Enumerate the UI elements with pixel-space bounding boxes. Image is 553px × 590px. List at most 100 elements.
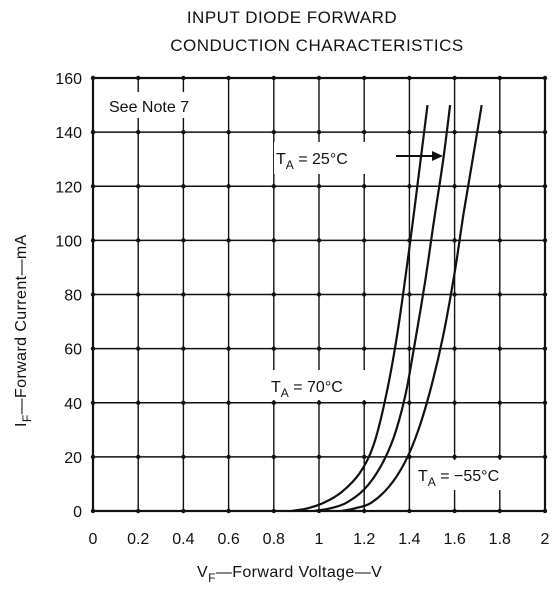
grid-intersection-dot — [497, 184, 502, 189]
grid-intersection-dot — [226, 129, 231, 135]
y-tick-label: 120 — [55, 179, 82, 196]
grid-intersection-dot — [407, 400, 412, 405]
annotation-70c: TA = 70°C — [271, 379, 343, 400]
grid-intersection-dot — [181, 238, 186, 243]
grid-intersection-dot — [497, 238, 502, 243]
grid-intersection-dot — [181, 400, 186, 405]
note-label: See Note 7 — [109, 99, 189, 116]
grid — [90, 75, 548, 514]
annotation-55-bg — [416, 460, 544, 490]
grid-intersection-dot — [226, 346, 231, 351]
grid-intersection-dot — [316, 346, 322, 351]
grid-intersection-dot — [316, 129, 322, 135]
grid-intersection-dot — [136, 238, 141, 243]
grid-intersection-dot — [181, 129, 186, 135]
chart-title-line1: INPUT DIODE FORWARD — [187, 8, 397, 27]
grid-intersection-dot — [181, 184, 186, 189]
y-tick-label: 0 — [73, 504, 82, 521]
grid-intersection-dot — [452, 400, 457, 405]
y-tick-label: 60 — [64, 342, 82, 359]
grid-intersection-dot — [452, 238, 457, 243]
grid-intersection-dot — [316, 400, 322, 405]
chart-title-line2: CONDUCTION CHARACTERISTICS — [170, 36, 464, 55]
curve-ta-70c — [291, 104, 429, 513]
grid-intersection-dot — [271, 454, 276, 460]
grid-intersection-dot — [497, 129, 502, 135]
annotation-25c: TA = 25°C — [276, 151, 348, 172]
x-tick-label: 0 — [89, 531, 98, 548]
grid-intersection-dot — [136, 129, 141, 135]
x-tick-label: 2 — [541, 531, 550, 548]
x-tick-label: 0.4 — [172, 531, 194, 548]
grid-intersection-dot — [497, 346, 502, 351]
grid-intersection-dot — [497, 292, 502, 297]
grid-intersection-dot — [362, 129, 367, 135]
grid-intersection-dot — [316, 184, 322, 189]
grid-intersection-dot — [136, 454, 141, 460]
grid-intersection-dot — [407, 346, 412, 351]
grid-intersection-dot — [136, 400, 141, 405]
note-background — [106, 92, 216, 118]
grid-intersection-dot — [181, 292, 186, 297]
grid-intersection-dot — [362, 184, 367, 189]
grid-intersection-dot — [136, 292, 141, 297]
grid-intersection-dot — [181, 454, 186, 460]
x-tick-label: 1.8 — [489, 531, 511, 548]
grid-intersection-dot — [226, 292, 231, 297]
grid-intersection-dot — [452, 454, 457, 460]
grid-intersection-dot — [271, 400, 276, 405]
annotation-minus55c: TA = −55°C — [418, 468, 499, 489]
grid-intersection-dot — [316, 454, 322, 460]
x-tick-labels: 0 0.2 0.4 0.6 0.8 1 1.2 1.4 1.6 1.8 2 — [89, 531, 550, 548]
grid-intersection-dot — [316, 238, 322, 243]
grid-intersection-dot — [407, 292, 412, 297]
grid-intersection-dot — [452, 184, 457, 189]
series-curves — [291, 104, 483, 513]
grid-intersection-dot — [226, 238, 231, 243]
grid-intersection-dot — [362, 400, 367, 405]
grid-intersection-dot — [226, 454, 231, 460]
x-axis-label: VF—Forward Voltage—V — [197, 564, 382, 585]
y-axis-label: IF—Forward Current—mA — [13, 234, 34, 427]
y-tick-label: 100 — [55, 233, 82, 250]
x-tick-label: 1 — [315, 531, 324, 548]
y-tick-labels: 0 20 40 60 80 100 120 140 160 — [55, 71, 82, 521]
x-tick-label: 1.4 — [398, 531, 420, 548]
grid-intersection-dot — [271, 238, 276, 243]
x-tick-label: 0.2 — [127, 531, 149, 548]
grid-intersection-dot — [497, 400, 502, 405]
annotation-70-bg — [268, 370, 378, 400]
plot-frame — [91, 76, 547, 513]
grid-intersection-dot — [362, 454, 367, 460]
grid-intersection-dot — [362, 292, 367, 297]
x-tick-label: 0.6 — [217, 531, 239, 548]
grid-intersection-dot — [407, 129, 412, 135]
grid-intersection-dot — [271, 346, 276, 351]
x-tick-label: 1.6 — [443, 531, 465, 548]
grid-intersection-dot — [316, 292, 322, 297]
curve-ta-minus55c — [341, 104, 483, 513]
grid-intersection-dot — [271, 184, 276, 189]
y-tick-label: 20 — [64, 450, 82, 467]
y-tick-label: 40 — [64, 396, 82, 413]
grid-intersection-dot — [362, 238, 367, 243]
y-tick-label: 80 — [64, 288, 82, 305]
grid-intersection-dot — [271, 292, 276, 297]
annotation-25c-arrowhead — [432, 151, 443, 161]
grid-intersection-dot — [226, 184, 231, 189]
grid-intersection-dot — [497, 454, 502, 460]
grid-intersection-dot — [181, 346, 186, 351]
grid-intersection-dot — [271, 129, 276, 135]
grid-intersection-dot — [226, 400, 231, 405]
annotation-25-bg — [274, 142, 392, 174]
grid-intersection-dot — [452, 346, 457, 351]
y-tick-label: 160 — [55, 71, 82, 88]
curve-ta-25c — [314, 104, 452, 513]
grid-intersection-dot — [452, 129, 457, 135]
grid-intersection-dot — [362, 346, 367, 351]
y-tick-label: 140 — [55, 125, 82, 142]
x-tick-label: 0.8 — [263, 531, 285, 548]
grid-intersection-dot — [136, 346, 141, 351]
grid-intersection-dot — [452, 292, 457, 297]
